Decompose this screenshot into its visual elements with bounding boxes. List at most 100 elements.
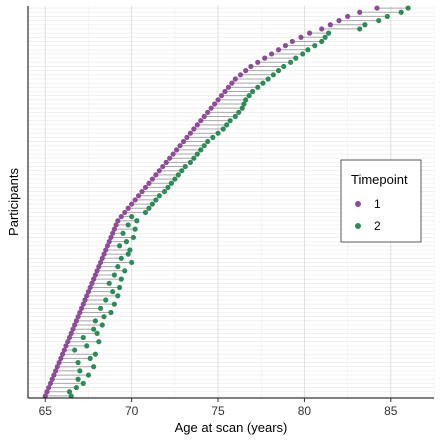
point-timepoint-2	[75, 376, 81, 382]
point-timepoint-2	[122, 268, 128, 274]
point-timepoint-1	[222, 88, 228, 95]
point-timepoint-2	[146, 205, 152, 211]
point-timepoint-1	[66, 334, 73, 341]
point-timepoint-2	[132, 226, 138, 232]
segments	[45, 7, 409, 397]
point-timepoint-1	[85, 289, 92, 295]
point-timepoint-2	[220, 126, 226, 132]
point-timepoint-1	[111, 226, 117, 232]
point-timepoint-1	[51, 372, 57, 378]
point-timepoint-1	[91, 276, 97, 282]
point-timepoint-1	[187, 130, 193, 136]
point-timepoint-1	[163, 159, 169, 165]
point-timepoint-1	[125, 205, 131, 211]
point-timepoint-1	[218, 93, 225, 99]
point-timepoint-1	[53, 368, 59, 374]
point-timepoint-1	[211, 101, 218, 107]
point-timepoint-1	[307, 30, 313, 36]
point-timepoint-1	[58, 355, 64, 361]
point-timepoint-1	[275, 47, 282, 53]
point-timepoint-1	[153, 172, 159, 178]
point-timepoint-1	[201, 113, 207, 120]
point-timepoint-1	[113, 222, 119, 228]
point-timepoint-2	[168, 180, 174, 186]
point-timepoint-2	[115, 264, 121, 270]
point-timepoint-2	[129, 213, 135, 220]
point-timepoint-2	[125, 222, 131, 228]
point-timepoint-2	[288, 59, 294, 65]
point-timepoint-2	[87, 355, 93, 361]
point-timepoint-2	[201, 143, 207, 149]
point-timepoint-2	[129, 259, 135, 266]
point-timepoint-2	[182, 163, 188, 170]
x-tick-label: 80	[298, 404, 312, 418]
point-timepoint-1	[104, 243, 111, 249]
points	[42, 5, 411, 399]
point-timepoint-1	[167, 155, 173, 161]
point-timepoint-1	[243, 68, 249, 74]
point-timepoint-1	[122, 209, 128, 216]
x-axis-ticks: 65 70 75 80 85	[39, 398, 398, 418]
point-timepoint-1	[336, 17, 342, 24]
point-timepoint-2	[103, 297, 109, 303]
point-timepoint-2	[246, 93, 252, 99]
point-timepoint-1	[232, 76, 238, 82]
point-timepoint-2	[236, 109, 242, 115]
point-timepoint-1	[82, 297, 88, 303]
point-timepoint-1	[132, 197, 138, 203]
point-timepoint-2	[210, 134, 216, 140]
point-timepoint-1	[289, 38, 295, 45]
point-timepoint-1	[73, 318, 79, 324]
point-timepoint-1	[184, 134, 190, 140]
point-timepoint-2	[205, 138, 211, 145]
point-timepoint-1	[59, 351, 66, 357]
point-timepoint-2	[125, 251, 131, 257]
point-timepoint-2	[80, 380, 86, 387]
point-timepoint-1	[173, 147, 180, 153]
point-timepoint-2	[243, 97, 249, 103]
point-timepoint-1	[115, 218, 121, 224]
point-timepoint-1	[106, 239, 112, 245]
point-timepoint-2	[198, 147, 204, 153]
point-timepoint-2	[111, 301, 117, 307]
point-timepoint-2	[72, 347, 78, 353]
point-timepoint-1	[198, 118, 204, 124]
point-timepoint-1	[142, 184, 149, 191]
point-timepoint-2	[142, 209, 149, 216]
point-timepoint-2	[224, 122, 230, 128]
legend-title: Timepoint	[351, 172, 408, 187]
point-timepoint-1	[319, 26, 325, 32]
legend-swatch-1	[355, 201, 361, 207]
point-timepoint-2	[260, 80, 266, 86]
point-timepoint-2	[305, 47, 311, 53]
point-timepoint-1	[87, 284, 93, 291]
point-timepoint-2	[96, 339, 102, 345]
point-timepoint-2	[84, 343, 90, 349]
point-timepoint-2	[249, 88, 256, 95]
point-timepoint-1	[135, 193, 142, 199]
point-timepoint-2	[179, 168, 185, 174]
point-timepoint-2	[130, 234, 136, 241]
point-timepoint-1	[56, 359, 62, 366]
point-timepoint-1	[156, 168, 162, 174]
point-timepoint-2	[270, 72, 276, 78]
point-timepoint-1	[92, 272, 98, 278]
point-timepoint-2	[255, 84, 261, 90]
point-timepoint-1	[170, 151, 176, 157]
point-timepoint-2	[232, 113, 238, 120]
legend: Timepoint 1 2	[340, 159, 422, 243]
point-timepoint-2	[92, 351, 98, 357]
point-timepoint-1	[99, 255, 105, 261]
point-timepoint-1	[262, 55, 268, 61]
point-timepoint-2	[175, 172, 181, 178]
point-timepoint-2	[153, 197, 159, 203]
point-timepoint-2	[111, 272, 117, 278]
y-axis-title: Participants	[6, 168, 21, 236]
point-timepoint-2	[241, 101, 247, 107]
point-timepoint-1	[208, 105, 214, 111]
point-timepoint-2	[92, 318, 98, 324]
point-timepoint-2	[97, 305, 104, 311]
point-timepoint-2	[68, 393, 74, 399]
point-timepoint-1	[46, 384, 52, 391]
point-timepoint-2	[106, 280, 112, 286]
